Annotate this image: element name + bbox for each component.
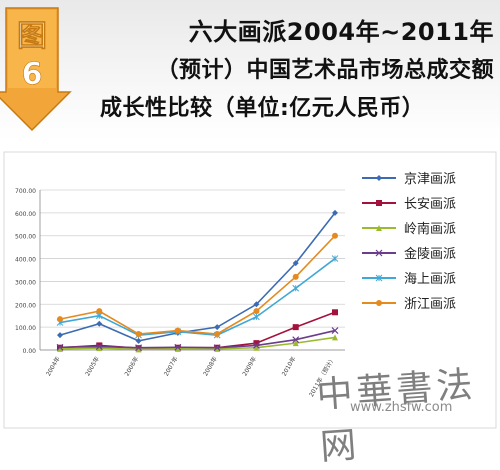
- title-line-3: 成长性比较（单位:亿元人民币）: [100, 96, 425, 121]
- data-point: [174, 345, 181, 352]
- series-line: [59, 235, 336, 335]
- data-point: [135, 331, 142, 337]
- data-point: [96, 345, 103, 352]
- title-line-1: 六大画派2004年~2011年: [188, 18, 494, 46]
- data-point: [292, 284, 300, 292]
- data-point: [253, 342, 260, 349]
- data-point: [253, 301, 260, 308]
- y-tick-label: 500.00: [15, 234, 36, 241]
- data-point: [331, 327, 339, 334]
- data-point: [332, 334, 338, 341]
- data-point: [253, 344, 260, 351]
- data-point: [174, 327, 181, 334]
- badge-label-top: 图: [17, 19, 47, 54]
- data-point: [292, 260, 299, 267]
- data-point: [96, 308, 103, 315]
- y-tick-label: 700.00: [15, 188, 36, 195]
- data-point: [135, 344, 142, 352]
- data-point: [57, 316, 63, 323]
- legend-label: 岭南画派: [404, 221, 456, 237]
- data-point: [57, 332, 63, 339]
- line-chart: 0.00 100.00 200.00 300.00 400.00 500.00 600.00…: [3, 151, 497, 429]
- title-banner: 图 6 六大画派2004年~2011年 （预计）中国艺术品市场总成交额 成长性比…: [0, 0, 500, 140]
- data-point: [376, 300, 382, 306]
- y-tick-label: 200.00: [15, 302, 36, 309]
- data-point: [174, 343, 182, 351]
- figure-badge: 图 6: [0, 7, 72, 132]
- data-point: [135, 346, 142, 353]
- data-point: [376, 200, 382, 206]
- series-line: [59, 329, 336, 349]
- data-point: [292, 273, 299, 280]
- data-point: [332, 232, 338, 239]
- data-point: [57, 345, 63, 352]
- data-point: [375, 274, 383, 282]
- legend-label: 浙江画派: [404, 297, 456, 312]
- data-point: [375, 249, 383, 257]
- data-point: [135, 337, 142, 344]
- data-point: [253, 308, 260, 315]
- badge-label-bottom: 6: [22, 57, 43, 92]
- data-point: [292, 340, 299, 347]
- title-line-2: （预计）中国艺术品市场总成交额: [156, 58, 494, 83]
- chart-frame: [3, 151, 497, 429]
- legend-label: 海上画派: [404, 272, 456, 287]
- data-point: [213, 344, 221, 352]
- data-point: [56, 343, 64, 351]
- y-tick-label: 100.00: [15, 325, 36, 332]
- data-point: [95, 343, 103, 350]
- data-point: [332, 309, 338, 316]
- y-tick-label: 400.00: [15, 257, 36, 264]
- data-point: [376, 225, 382, 231]
- series-line: [59, 257, 336, 336]
- data-point: [214, 331, 221, 337]
- legend-label: 京津画派: [404, 172, 456, 187]
- y-tick-label: 600.00: [15, 211, 36, 218]
- data-point: [214, 324, 221, 331]
- data-point: [332, 209, 338, 216]
- data-point: [96, 320, 103, 327]
- legend-label: 长安画派: [404, 197, 456, 212]
- data-point: [376, 175, 382, 181]
- data-point: [253, 313, 260, 321]
- data-point: [292, 336, 300, 344]
- y-tick-label: 300.00: [15, 279, 36, 286]
- watermark-url: www.zhsfw.com: [350, 400, 453, 415]
- data-point: [331, 255, 339, 262]
- data-point: [214, 345, 221, 352]
- series-line: [59, 212, 336, 342]
- legend-label: 金陵画派: [404, 246, 456, 262]
- data-point: [253, 340, 260, 347]
- series-line: [59, 336, 336, 351]
- y-tick-label: 0.00: [23, 348, 37, 355]
- data-point: [292, 324, 299, 331]
